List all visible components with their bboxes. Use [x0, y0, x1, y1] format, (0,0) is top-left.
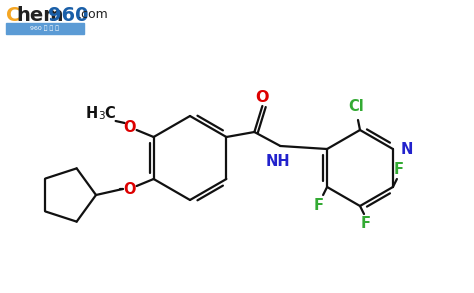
Text: Cl: Cl: [348, 99, 364, 114]
Text: F: F: [361, 217, 371, 231]
Text: hem: hem: [16, 6, 64, 25]
Text: H: H: [85, 105, 98, 120]
Text: 960 化 工 网: 960 化 工 网: [30, 25, 60, 31]
Text: F: F: [314, 197, 324, 212]
Text: 960: 960: [48, 6, 89, 25]
Text: C: C: [6, 6, 20, 25]
Text: C: C: [105, 105, 115, 120]
Text: O: O: [123, 120, 136, 134]
Text: F: F: [394, 161, 404, 176]
Bar: [6, 23, 84, 34]
Text: 3: 3: [99, 111, 105, 121]
Text: O: O: [123, 181, 136, 197]
Text: .com: .com: [78, 8, 109, 21]
Text: NH: NH: [266, 154, 291, 169]
Text: O: O: [255, 91, 269, 105]
Text: N: N: [401, 142, 413, 156]
